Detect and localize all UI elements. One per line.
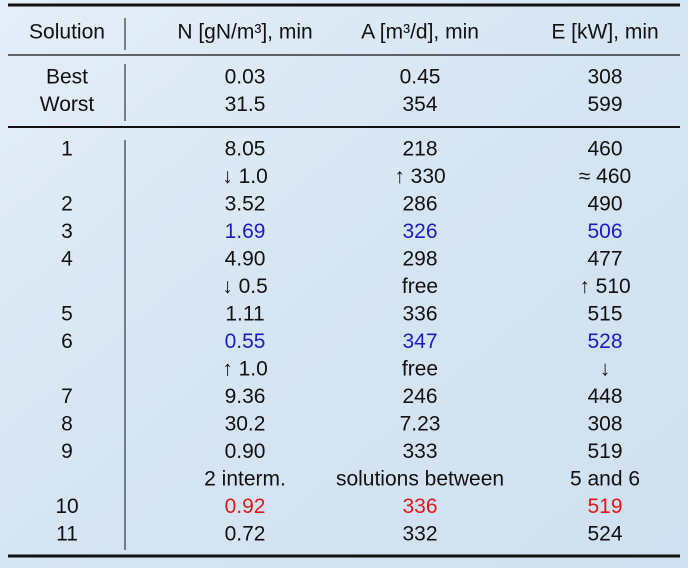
cell: 490 <box>587 193 622 216</box>
cell: 31.5 <box>225 93 266 116</box>
cell: 326 <box>402 220 437 243</box>
cell: 0.90 <box>225 440 266 463</box>
cell: 336 <box>402 303 437 326</box>
row-label: 7 <box>61 385 73 408</box>
cell: 524 <box>587 523 622 546</box>
row-label: 9 <box>61 440 73 463</box>
row-label: 2 <box>61 193 73 216</box>
cell: 336 <box>402 495 437 518</box>
cell: ↑ 330 <box>394 165 445 188</box>
header-cell: E [kW], min <box>551 21 658 44</box>
row-label: 3 <box>61 220 73 243</box>
cell: ↑ 510 <box>579 275 630 298</box>
cell: free <box>402 358 438 381</box>
row-label: 11 <box>56 523 78 546</box>
cell: ↑ 1.0 <box>222 358 268 381</box>
cell: 460 <box>587 138 622 161</box>
header-cell: N [gN/m³], min <box>177 21 312 44</box>
cell: solutions between <box>336 468 504 491</box>
cell: 3.52 <box>225 193 266 216</box>
cell: ↓ <box>600 358 611 381</box>
cell: 8.05 <box>225 138 266 161</box>
cell: 1.69 <box>225 220 266 243</box>
row-label: 8 <box>61 413 73 436</box>
cell: 0.55 <box>225 330 266 353</box>
cell: 599 <box>587 93 622 116</box>
cell: 333 <box>402 440 437 463</box>
row-label: 1 <box>61 138 73 161</box>
cell: 448 <box>587 385 622 408</box>
cell: 7.23 <box>400 413 441 436</box>
cell: 30.2 <box>225 413 266 436</box>
cell: 332 <box>402 523 437 546</box>
row-label: Worst <box>40 93 95 116</box>
row-label: 6 <box>61 330 73 353</box>
cell: 308 <box>587 66 622 89</box>
cell: 519 <box>587 495 622 518</box>
cell: 0.72 <box>225 523 266 546</box>
cell: 246 <box>402 385 437 408</box>
cell: 0.92 <box>225 495 266 518</box>
cell: ↓ 1.0 <box>222 165 268 188</box>
cell: 477 <box>587 248 622 271</box>
cell: 506 <box>587 220 622 243</box>
row-label: Best <box>46 66 88 89</box>
cell: ↓ 0.5 <box>222 275 268 298</box>
cell: 515 <box>587 303 622 326</box>
cell: free <box>402 275 438 298</box>
cell: 519 <box>587 440 622 463</box>
cell: 5 and 6 <box>570 468 640 491</box>
cell: 347 <box>402 330 437 353</box>
row-label: 5 <box>61 303 73 326</box>
cell: 308 <box>587 413 622 436</box>
cell: 0.45 <box>400 66 441 89</box>
cell: 286 <box>402 193 437 216</box>
cell: 0.03 <box>225 66 266 89</box>
header-cell: A [m³/d], min <box>361 21 479 44</box>
cell: 2 interm. <box>204 468 286 491</box>
cell: 218 <box>402 138 437 161</box>
row-label: 4 <box>61 248 73 271</box>
cell: 1.11 <box>225 303 264 326</box>
row-label: 10 <box>55 495 78 518</box>
cell: 4.90 <box>225 248 266 271</box>
cell: 354 <box>402 93 437 116</box>
cell: ≈ 460 <box>579 165 631 188</box>
cell: 528 <box>587 330 622 353</box>
header-cell: Solution <box>29 21 105 44</box>
cell: 298 <box>402 248 437 271</box>
cell: 9.36 <box>225 385 266 408</box>
